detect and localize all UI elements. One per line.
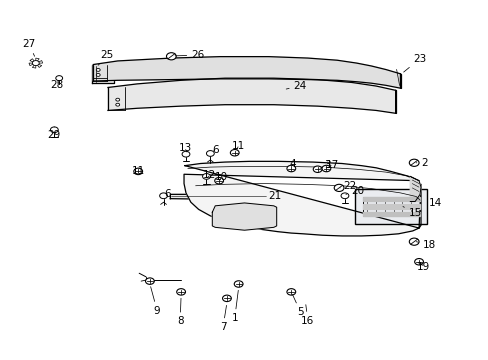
Circle shape <box>176 289 185 295</box>
Text: 10: 10 <box>214 172 227 182</box>
Text: 26: 26 <box>175 50 203 60</box>
Circle shape <box>313 166 322 172</box>
Text: 5: 5 <box>292 294 303 317</box>
Text: 21: 21 <box>267 192 281 202</box>
Circle shape <box>32 60 39 66</box>
Circle shape <box>166 53 176 60</box>
Text: 12: 12 <box>203 170 216 180</box>
Circle shape <box>214 177 223 184</box>
Polygon shape <box>92 65 114 83</box>
Text: 25: 25 <box>98 50 113 65</box>
Text: 1: 1 <box>231 290 238 323</box>
Circle shape <box>322 165 330 172</box>
Text: 7: 7 <box>219 305 226 332</box>
Polygon shape <box>212 203 276 230</box>
Text: 8: 8 <box>177 298 183 326</box>
Text: 6: 6 <box>164 189 170 199</box>
Bar <box>354 189 427 225</box>
Circle shape <box>202 174 210 179</box>
Circle shape <box>182 151 189 157</box>
Text: 17: 17 <box>325 160 338 170</box>
Circle shape <box>230 149 239 156</box>
Circle shape <box>134 168 142 175</box>
Circle shape <box>408 159 418 166</box>
Polygon shape <box>93 57 400 88</box>
Polygon shape <box>108 78 395 113</box>
Circle shape <box>206 150 214 156</box>
Text: 13: 13 <box>178 143 191 153</box>
Text: 3: 3 <box>320 160 330 170</box>
Polygon shape <box>362 212 419 216</box>
Circle shape <box>50 127 58 133</box>
Text: 15: 15 <box>402 207 421 218</box>
Circle shape <box>408 238 418 245</box>
Polygon shape <box>409 176 420 202</box>
Text: 29: 29 <box>48 127 61 140</box>
Text: 16: 16 <box>301 305 314 325</box>
Circle shape <box>159 193 167 199</box>
Circle shape <box>116 98 120 101</box>
Circle shape <box>145 278 154 284</box>
Text: 11: 11 <box>131 166 144 176</box>
Polygon shape <box>362 197 419 201</box>
Text: 2: 2 <box>415 158 427 168</box>
Polygon shape <box>170 194 266 200</box>
Polygon shape <box>183 161 420 236</box>
Circle shape <box>340 193 348 199</box>
Polygon shape <box>362 204 419 209</box>
Polygon shape <box>356 194 403 200</box>
Text: 4: 4 <box>288 158 295 168</box>
Text: 24: 24 <box>285 81 306 91</box>
Text: 27: 27 <box>22 40 36 56</box>
Circle shape <box>96 68 100 71</box>
Circle shape <box>414 258 423 265</box>
Circle shape <box>286 165 295 172</box>
Text: 28: 28 <box>51 80 64 90</box>
Text: 22: 22 <box>339 181 356 191</box>
Text: 14: 14 <box>428 198 441 208</box>
Circle shape <box>222 295 231 302</box>
Polygon shape <box>29 58 42 68</box>
Text: 19: 19 <box>415 262 429 272</box>
Text: 9: 9 <box>150 287 160 315</box>
Circle shape <box>234 281 243 287</box>
Text: 20: 20 <box>345 186 363 197</box>
Circle shape <box>56 76 62 81</box>
Text: 11: 11 <box>231 140 245 150</box>
Text: 18: 18 <box>415 239 435 249</box>
Text: 6: 6 <box>211 145 218 155</box>
Text: 23: 23 <box>403 54 426 72</box>
Circle shape <box>333 184 343 192</box>
Circle shape <box>96 73 100 76</box>
Circle shape <box>286 289 295 295</box>
Circle shape <box>116 103 120 106</box>
